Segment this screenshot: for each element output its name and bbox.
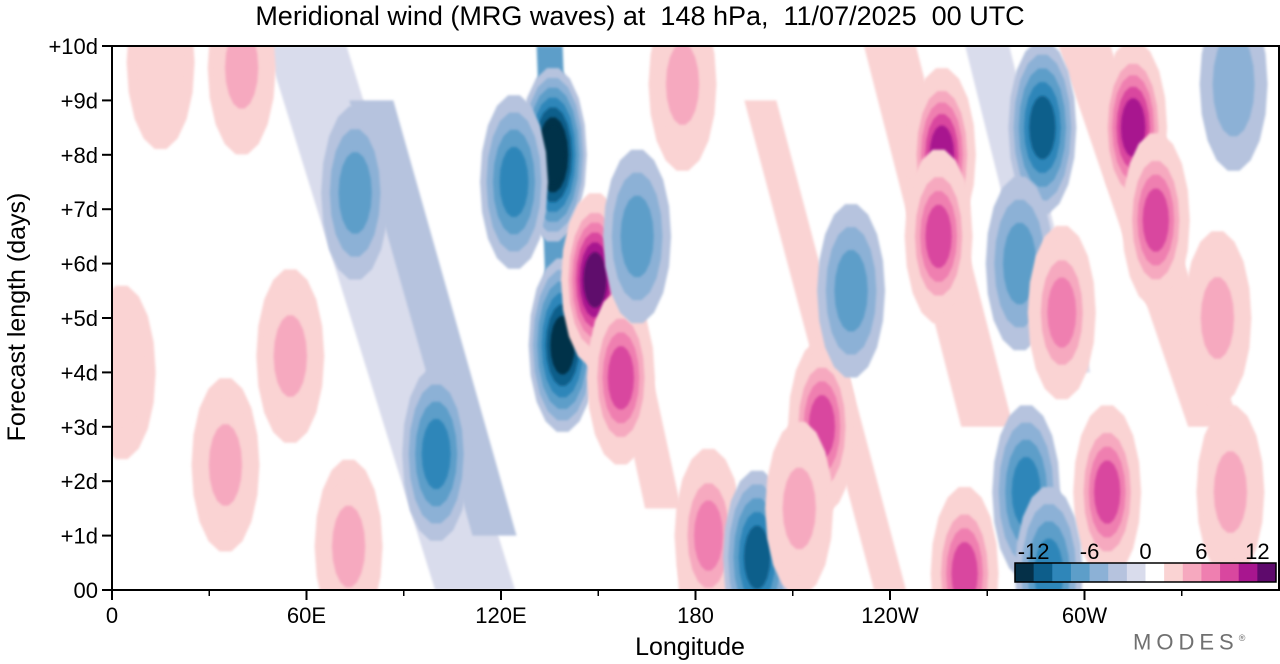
x-axis-label: Longitude bbox=[635, 633, 745, 661]
colorbar-swatch bbox=[1182, 563, 1202, 582]
contour-cell bbox=[208, 424, 243, 506]
y-tick-label: +4d bbox=[61, 360, 98, 385]
colorbar-swatch bbox=[1164, 563, 1184, 582]
y-tick-label: +7d bbox=[61, 197, 98, 222]
y-tick-label: +5d bbox=[61, 306, 98, 331]
colorbar-swatch bbox=[1220, 563, 1240, 582]
colorbar-swatch bbox=[1145, 563, 1165, 582]
colorbar-label: 0 bbox=[1139, 539, 1151, 564]
contour-cell bbox=[499, 147, 529, 217]
chart-title: Meridional wind (MRG waves) at 148 hPa, … bbox=[255, 1, 1025, 31]
x-tick-label: 0 bbox=[106, 603, 118, 628]
contour-cell bbox=[583, 252, 607, 308]
contour-cell bbox=[139, 46, 182, 115]
x-tick-label: 120W bbox=[861, 603, 919, 628]
contour-cell bbox=[782, 467, 816, 550]
y-tick-label: +3d bbox=[61, 415, 98, 440]
negative-band-inner bbox=[349, 100, 517, 536]
x-axis: 0 60E 120E 180 120W 60W bbox=[106, 590, 1183, 628]
colorbar-swatch bbox=[1089, 563, 1109, 582]
contour-cell bbox=[332, 505, 366, 588]
colorbar-swatch bbox=[1201, 563, 1221, 582]
contour-cell bbox=[338, 152, 372, 234]
contour-cell bbox=[607, 346, 635, 410]
colorbar-label: 12 bbox=[1245, 539, 1269, 564]
x-tick-label: 60E bbox=[287, 603, 326, 628]
wind-field bbox=[112, 46, 1268, 590]
contour-cell bbox=[743, 525, 771, 589]
contour-cell bbox=[1200, 277, 1235, 359]
y-tick-label: 00 bbox=[74, 578, 98, 603]
colorbar-swatch bbox=[1015, 563, 1035, 582]
colorbar-swatch bbox=[1257, 563, 1277, 582]
colorbar-swatch bbox=[1238, 563, 1258, 582]
x-tick-label: 120E bbox=[475, 603, 526, 628]
colorbar: -12 -6 0 6 12 bbox=[1014, 539, 1277, 583]
y-axis: 00 +1d +2d +3d +4d +5d +6d +7d +8d +9d +10d bbox=[48, 34, 112, 603]
contour-cell bbox=[951, 542, 978, 590]
contour-cell bbox=[665, 46, 700, 125]
x-tick-label: 180 bbox=[677, 603, 714, 628]
colorbar-label: -12 bbox=[1018, 539, 1050, 564]
contour-cell bbox=[1094, 460, 1121, 524]
contour-cell bbox=[620, 195, 654, 278]
contour-cell bbox=[225, 46, 259, 109]
y-tick-label: +8d bbox=[61, 143, 98, 168]
colorbar-label: -6 bbox=[1080, 539, 1100, 564]
colorbar-swatch bbox=[1108, 563, 1128, 582]
colorbar-swatch bbox=[1126, 563, 1146, 582]
colorbar-swatch bbox=[1052, 563, 1072, 582]
contour-cell bbox=[1212, 46, 1255, 137]
y-tick-label: +9d bbox=[61, 88, 98, 113]
contour-cell bbox=[834, 250, 868, 332]
colorbar-frame bbox=[1014, 562, 1277, 583]
colorbar-swatch bbox=[1033, 563, 1053, 582]
modes-logo: MODES® bbox=[1133, 629, 1246, 655]
colorbar-label: 6 bbox=[1195, 539, 1207, 564]
contour-cell bbox=[694, 500, 723, 571]
contour-cell bbox=[421, 419, 451, 489]
y-tick-label: +10d bbox=[48, 34, 98, 59]
contour-cell bbox=[273, 315, 307, 397]
contour-cell bbox=[925, 204, 952, 268]
contour-cell bbox=[1003, 222, 1037, 305]
y-tick-label: +1d bbox=[61, 524, 98, 549]
y-tick-label: +6d bbox=[61, 252, 98, 277]
contour-cell bbox=[1029, 96, 1056, 160]
y-tick-label: +2d bbox=[61, 469, 98, 494]
colorbar-swatch bbox=[1070, 563, 1091, 582]
contour-cell bbox=[1213, 451, 1247, 533]
contour-cell bbox=[1120, 98, 1146, 157]
contour-cell bbox=[1047, 277, 1077, 348]
contour-cell bbox=[112, 320, 143, 425]
contour-cell bbox=[1142, 188, 1169, 252]
x-tick-label: 60W bbox=[1062, 603, 1107, 628]
